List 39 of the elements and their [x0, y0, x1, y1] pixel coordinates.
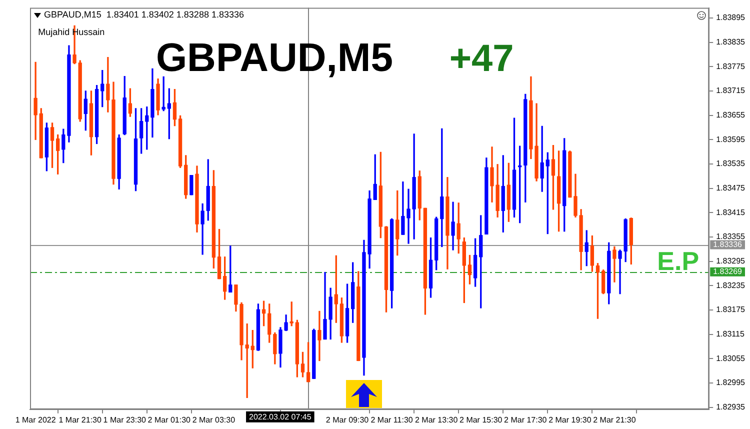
y-tick-label: 1.83235	[716, 280, 746, 290]
y-tick-label: 1.83535	[716, 159, 746, 168]
y-tick-label: 1.82995	[716, 378, 746, 388]
y-tick-label: 1.83595	[716, 134, 746, 144]
x-tick-label: 2 Mar 09:30	[326, 415, 370, 424]
candlestick	[618, 250, 622, 294]
y-tick-label: 1.83895	[716, 13, 746, 22]
x-tick-label: 2 Mar 11:30	[370, 415, 414, 424]
x-tick-label: 2 Mar 17:30	[504, 415, 548, 424]
annotation: E.P	[657, 246, 700, 276]
x-tick-label: 2 Mar 01:30	[148, 415, 192, 424]
chart-subtitle: GBPAUD,M15 1.83401 1.83402 1.83288 1.83336	[44, 9, 244, 20]
y-tick-label: 1.83715	[716, 86, 746, 96]
annotation: +47	[449, 38, 514, 80]
x-tick-label: 2 Mar 19:30	[548, 415, 592, 424]
x-tick-label: 2 Mar 03:30	[192, 415, 236, 424]
y-tick-label: 1.83055	[716, 354, 746, 363]
y-tick-label: 1.82935	[716, 402, 746, 412]
candlestick	[318, 310, 322, 362]
y-tick-label: 1.83475	[716, 184, 746, 193]
x-tick-label: 1 Mar 23:30	[103, 415, 147, 424]
y-tick-label: 1.83175	[716, 305, 746, 314]
x-tick-label: 1 Mar 2022	[15, 415, 56, 424]
y-tick-label: 1.83415	[716, 208, 746, 217]
x-tick-label: 1 Mar 21:30	[58, 415, 102, 424]
y-tick-label: 1.83835	[716, 37, 746, 46]
x-tick-label: 2 Mar 15:30	[460, 415, 503, 424]
ref-line-label: 1.83269	[713, 267, 743, 276]
x-tick-label: 2 Mar 21:30	[593, 415, 636, 424]
x-tick-label: 2 Mar 13:30	[414, 415, 458, 424]
text: GBPAUD,M5	[156, 36, 393, 80]
y-tick-label: 1.83295	[716, 256, 746, 266]
y-tick-label: 1.83775	[716, 62, 746, 71]
ref-line-label: 2022.03.02 07:45	[249, 412, 312, 422]
ref-line-label: 1.83336	[713, 240, 743, 249]
y-tick-label: 1.83115	[716, 330, 745, 339]
candlestick	[34, 62, 38, 140]
y-tick-label: 1.83355	[716, 232, 746, 242]
y-tick-label: 1.83655	[716, 110, 746, 120]
